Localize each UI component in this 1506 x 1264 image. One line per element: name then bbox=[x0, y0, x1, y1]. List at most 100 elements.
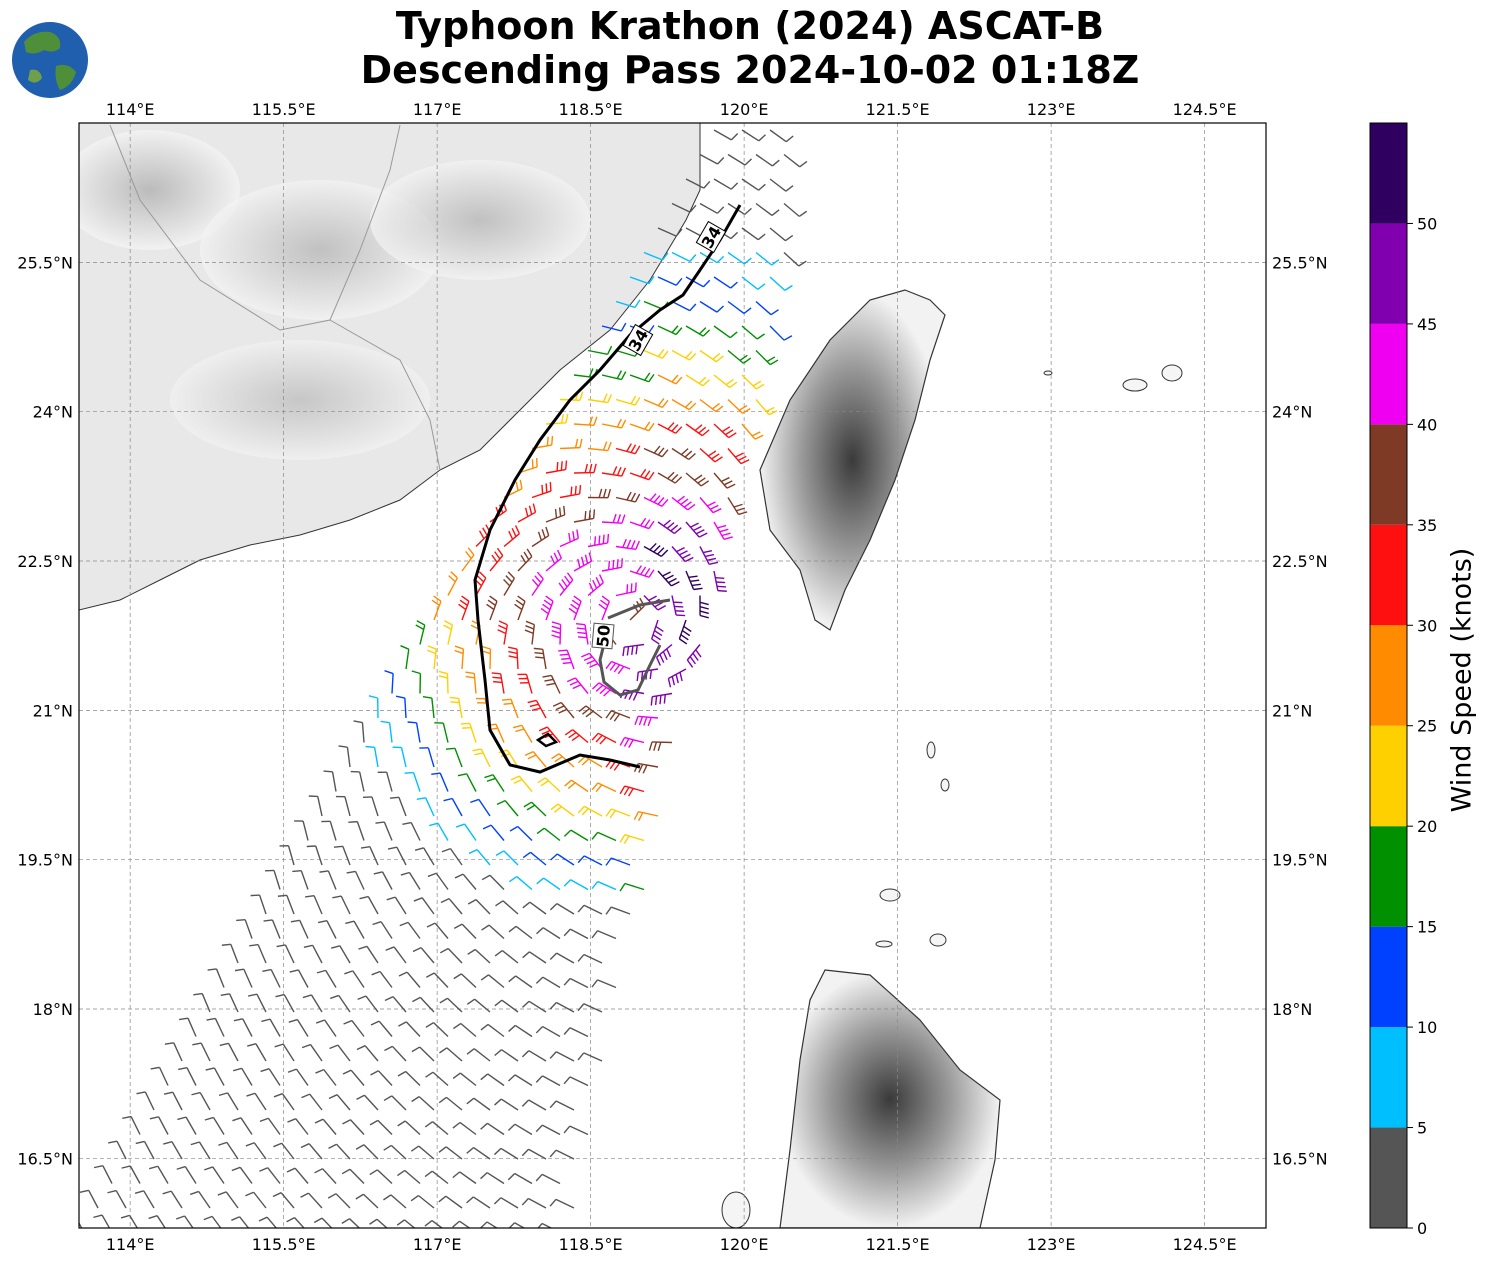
wind-barb bbox=[365, 745, 379, 768]
wind-barb bbox=[413, 897, 435, 915]
wind-barb bbox=[79, 1221, 83, 1228]
wind-barb bbox=[472, 748, 491, 768]
colorbar-frame bbox=[1369, 122, 1408, 1229]
wind-barb bbox=[455, 823, 477, 841]
wind-barb bbox=[685, 423, 710, 437]
wind-barb bbox=[549, 952, 575, 964]
wind-barb bbox=[217, 1191, 239, 1209]
wind-barb bbox=[509, 825, 533, 841]
wind-barb bbox=[699, 497, 722, 514]
colorbar-bin bbox=[1370, 1127, 1407, 1228]
wind-barb bbox=[671, 546, 694, 563]
wind-barb bbox=[578, 705, 603, 719]
wind-barb bbox=[218, 1141, 239, 1160]
wind-barb bbox=[410, 1145, 435, 1160]
wind-barb bbox=[260, 1068, 281, 1086]
wind-barb bbox=[713, 472, 736, 489]
wind-barb bbox=[755, 251, 780, 266]
wind-barb bbox=[537, 777, 561, 793]
wind-barb bbox=[221, 943, 239, 964]
wind-barb bbox=[591, 732, 617, 745]
lat-tick-label-left: 24°N bbox=[33, 403, 73, 422]
wind-barb bbox=[279, 845, 295, 866]
wind-barb bbox=[207, 968, 225, 988]
wind-barb bbox=[699, 202, 725, 214]
wind-barb bbox=[497, 620, 508, 645]
wind-barb bbox=[507, 1074, 533, 1087]
wind-barb bbox=[438, 1146, 463, 1160]
wind-barb bbox=[466, 1097, 491, 1111]
lon-tick-label-bottom: 123°E bbox=[1027, 1235, 1076, 1254]
wind-barb bbox=[510, 775, 533, 792]
wind-barb bbox=[439, 947, 463, 964]
wind-barb bbox=[372, 921, 393, 939]
wind-barb bbox=[286, 1217, 305, 1228]
wind-barb bbox=[150, 1066, 169, 1086]
wind-barb bbox=[288, 1018, 309, 1037]
wind-barb bbox=[439, 1047, 463, 1062]
wind-barb bbox=[671, 398, 697, 411]
wind-barb bbox=[563, 1125, 589, 1136]
wind-barb bbox=[411, 1046, 435, 1062]
wind-barb bbox=[248, 993, 267, 1013]
wind-barb bbox=[120, 1214, 139, 1228]
wind-barb bbox=[559, 484, 582, 499]
wind-barb bbox=[289, 969, 309, 988]
wind-barb bbox=[426, 922, 449, 939]
wind-barb bbox=[605, 857, 631, 866]
wind-barb bbox=[783, 251, 807, 267]
wind-barb bbox=[353, 720, 365, 743]
wind-barb bbox=[262, 968, 281, 988]
wind-barb bbox=[629, 275, 655, 285]
lon-tick-label-bottom: 124.5°E bbox=[1173, 1235, 1237, 1254]
wind-barb bbox=[480, 1073, 505, 1087]
colorbar-bin bbox=[1370, 424, 1407, 525]
wind-barb bbox=[315, 1019, 337, 1037]
wind-barb bbox=[514, 595, 526, 621]
wind-barb bbox=[348, 820, 365, 841]
wind-barb bbox=[563, 879, 589, 891]
wind-barb bbox=[517, 548, 533, 572]
wind-barb bbox=[424, 1219, 444, 1228]
wind-barb bbox=[246, 1092, 267, 1111]
wind-barb bbox=[713, 570, 727, 592]
wind-barb bbox=[657, 276, 683, 286]
wind-barb bbox=[587, 345, 613, 355]
wind-barb bbox=[605, 660, 631, 675]
wind-barb bbox=[699, 447, 723, 463]
wind-barb bbox=[452, 1121, 477, 1136]
wind-barb bbox=[741, 227, 766, 241]
wind-barb bbox=[108, 1140, 127, 1160]
wind-barb bbox=[290, 919, 309, 939]
wind-barb bbox=[755, 350, 779, 366]
wind-barb bbox=[344, 970, 365, 988]
wind-barb bbox=[699, 349, 724, 363]
wind-barb bbox=[121, 1165, 141, 1184]
wind-barb bbox=[545, 549, 563, 572]
wind-barb bbox=[277, 894, 295, 915]
wind-barb bbox=[176, 1165, 197, 1184]
wind-barb bbox=[657, 374, 683, 385]
wind-barb bbox=[259, 1167, 281, 1184]
wind-barb bbox=[335, 795, 351, 817]
wind-barb bbox=[479, 1221, 499, 1228]
wind-barb bbox=[315, 1068, 337, 1086]
wind-barb bbox=[358, 945, 379, 964]
wind-barb bbox=[148, 1215, 166, 1228]
wind-barb bbox=[549, 1149, 575, 1160]
wind-barb bbox=[493, 1147, 519, 1160]
wind-barb bbox=[301, 1043, 323, 1062]
lon-tick-label-bottom: 118.5°E bbox=[559, 1235, 623, 1254]
wind-barb bbox=[521, 1148, 547, 1160]
wind-barb bbox=[615, 299, 641, 309]
wind-barb bbox=[274, 1043, 295, 1062]
wind-barb bbox=[587, 574, 604, 597]
colorbar-tick-label: 45 bbox=[1417, 315, 1437, 334]
wind-barb bbox=[107, 1189, 127, 1209]
lat-tick-label-left: 22.5°N bbox=[17, 552, 73, 571]
wind-barb bbox=[741, 325, 766, 340]
wind-barb bbox=[219, 1042, 239, 1062]
lat-tick-label-left: 21°N bbox=[33, 701, 73, 720]
wind-barb bbox=[699, 153, 725, 165]
wind-barb bbox=[524, 620, 536, 645]
